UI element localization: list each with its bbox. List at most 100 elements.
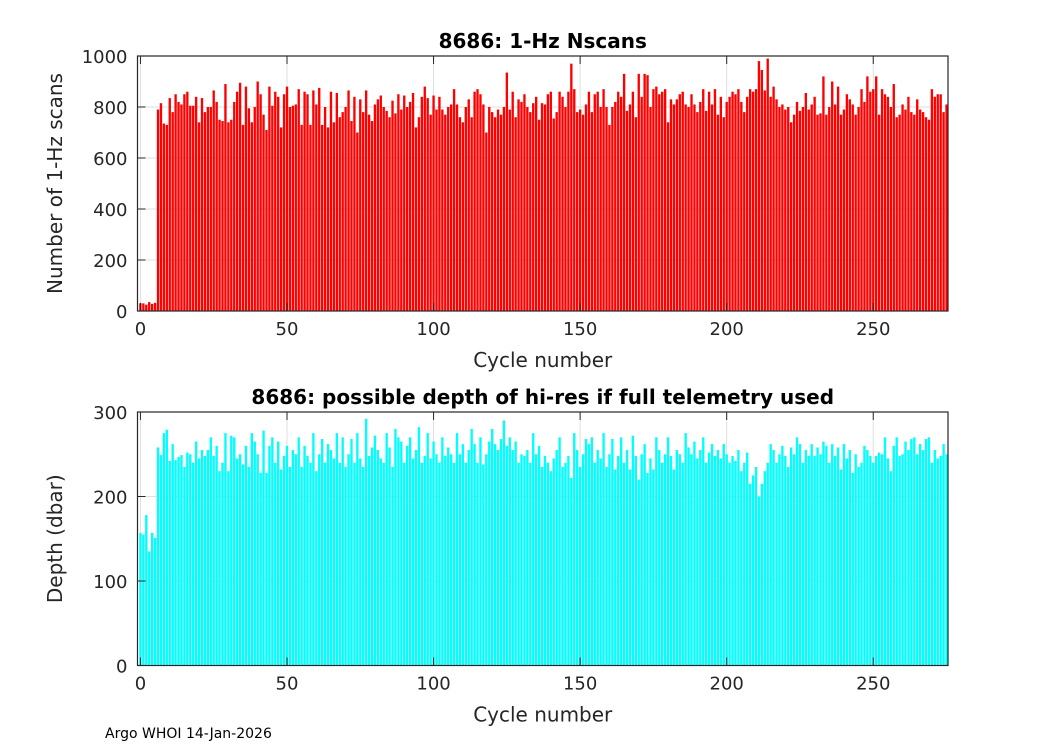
bar [822,76,825,312]
bar [159,103,163,311]
bar [309,124,312,311]
bar [617,455,620,666]
bar [813,455,816,666]
bar [743,112,746,311]
bar [335,433,338,666]
y-tick-label: 200 [93,251,127,272]
bar [573,433,576,666]
bar [499,114,503,312]
bar [150,303,154,311]
bar [889,107,893,311]
bar [631,91,635,311]
bar [262,114,265,312]
bar [795,437,799,666]
bar [669,455,673,666]
bar [784,455,787,666]
bar [828,462,831,666]
bar [192,462,195,666]
bar [831,444,834,666]
bar [860,462,863,666]
bar [382,462,385,666]
bar [420,462,424,666]
bar [148,302,151,311]
bar [666,437,670,666]
bar [713,455,717,666]
bar [781,104,784,311]
x-tick-label: 50 [276,319,299,340]
bar [183,94,186,311]
bar [772,450,775,666]
bar [558,91,561,311]
bar [634,455,637,666]
bar [391,100,394,311]
y-tick-label: 100 [93,572,127,593]
bar [312,90,315,311]
bar [285,86,289,311]
bar [150,532,154,666]
bar [819,454,822,666]
bar [555,112,558,311]
bar [332,122,336,311]
bar [725,454,728,666]
y-tick-label: 400 [93,200,127,221]
bar [883,94,887,311]
bar [235,91,239,311]
bar [174,460,177,666]
bar [227,122,230,311]
bar [502,107,506,311]
bar [784,109,787,311]
bar [473,444,476,666]
bar [488,441,491,666]
bar [320,124,324,311]
bar [470,117,473,311]
bar [918,109,922,311]
bar [376,99,380,311]
bar [775,462,778,666]
bar [385,433,388,666]
x-tick-label: 250 [856,674,890,695]
bar [696,458,699,666]
bar [455,104,459,311]
x-tick-label: 200 [710,319,744,340]
bar [869,91,872,311]
bar [766,58,769,311]
bar [880,89,884,312]
bar [323,462,327,666]
bar [511,91,514,311]
bar [939,94,942,311]
bar [810,444,813,666]
bar [901,104,904,311]
bar [693,441,696,666]
bar [625,450,629,666]
bar [669,99,673,311]
bar [215,101,218,312]
bar [564,462,567,666]
bar [757,496,761,666]
bar [493,117,497,311]
bar [508,109,511,311]
bar [373,435,377,666]
bar [297,437,300,666]
bar [643,73,646,311]
bar [262,430,265,666]
bar [658,450,661,666]
bar [426,433,429,666]
bar [672,469,676,666]
bar [675,99,679,311]
bar [801,462,805,666]
bar [139,532,142,666]
bar [763,90,766,311]
bar [529,112,532,311]
bar [792,114,796,312]
bar [895,117,898,311]
bar [699,450,702,666]
bar [241,124,245,311]
bar [476,462,479,666]
bar [842,109,846,311]
bar [423,455,426,666]
x-tick-label: 250 [856,319,890,340]
bar [529,462,532,666]
bar [203,455,207,666]
bar [728,96,731,311]
bar [532,103,535,311]
